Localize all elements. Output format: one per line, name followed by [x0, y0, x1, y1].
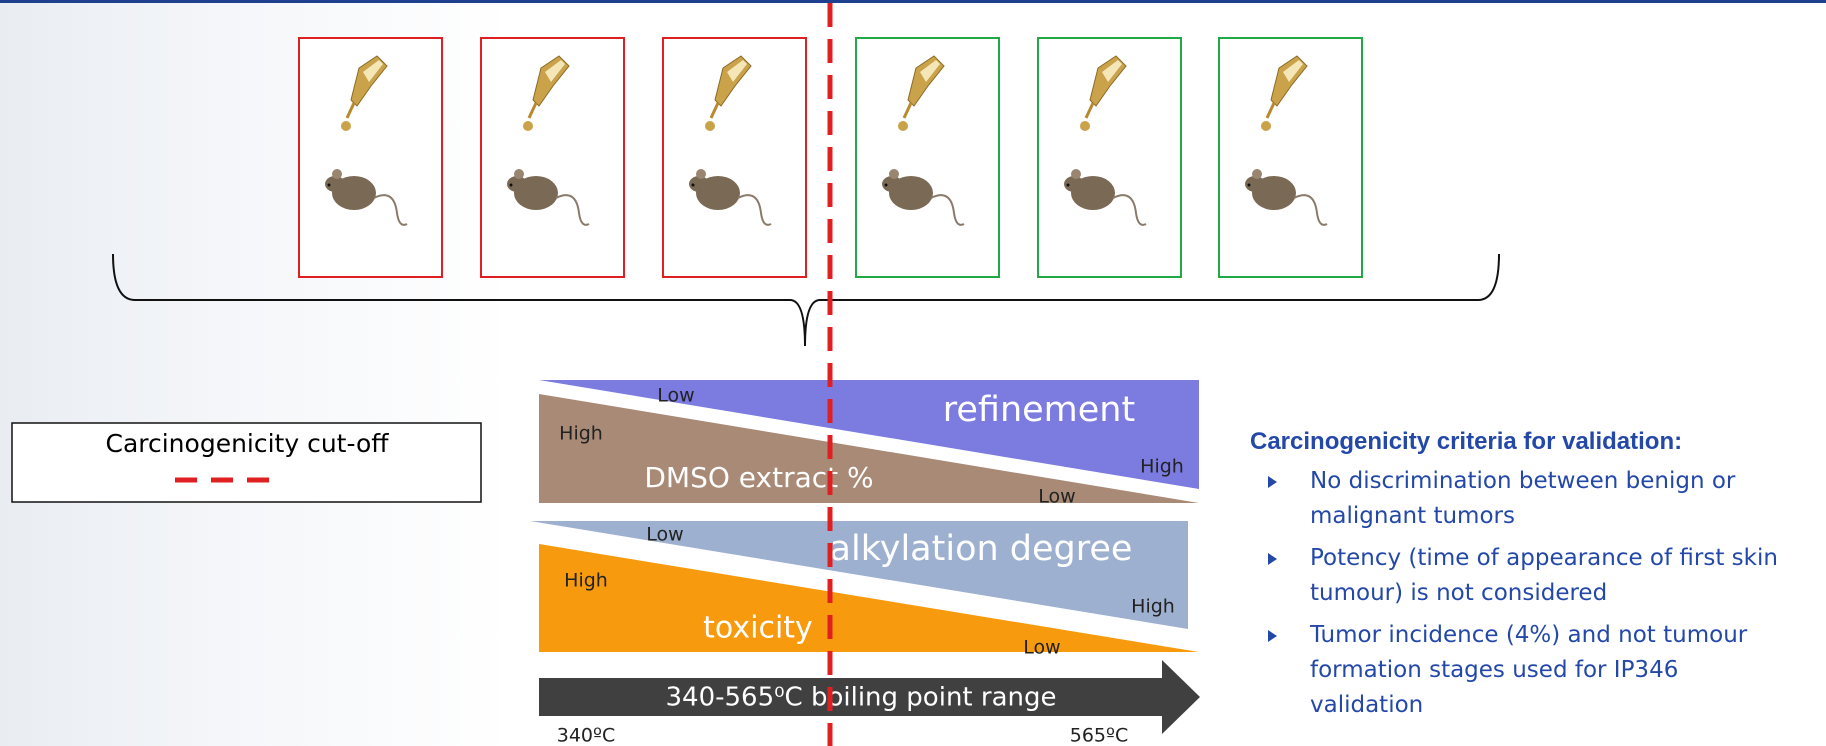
- criteria-title: Carcinogenicity criteria for validation:: [1250, 428, 1820, 456]
- range-start: 340ºC: [557, 725, 615, 746]
- alkylation-high: High: [1131, 596, 1175, 618]
- criteria-item: Tumor incidence (4%) and not tumour form…: [1250, 618, 1780, 723]
- toxicity-high: High: [564, 570, 608, 592]
- refinement-low: Low: [657, 385, 694, 407]
- dmso-low: Low: [1038, 486, 1075, 508]
- criteria-item: No discrimination between benign or mali…: [1250, 464, 1780, 534]
- criteria: Carcinogenicity criteria for validation:…: [1250, 428, 1820, 730]
- slide: {"legend": {"label": "Carcinogenicity cu…: [0, 0, 1826, 746]
- alkylation-low: Low: [646, 524, 683, 546]
- dmso-title: DMSO extract %: [644, 461, 873, 494]
- refinement-high: High: [1140, 456, 1184, 478]
- dmso-high: High: [559, 423, 603, 445]
- arrow-label: 340-565⁰C boiling point range: [666, 683, 1057, 713]
- range-end: 565ºC: [1070, 725, 1128, 746]
- criteria-item: Potency (time of appearance of first ski…: [1250, 541, 1780, 611]
- legend-label: Carcinogenicity cut-off: [105, 429, 389, 458]
- toxicity-low: Low: [1023, 637, 1060, 659]
- top-rule: [0, 0, 1826, 3]
- criteria-list: No discrimination between benign or mali…: [1250, 464, 1820, 723]
- refinement-title: refinement: [943, 390, 1135, 430]
- toxicity-title: toxicity: [703, 611, 813, 646]
- alkylation-title: alkylation degree: [830, 529, 1133, 569]
